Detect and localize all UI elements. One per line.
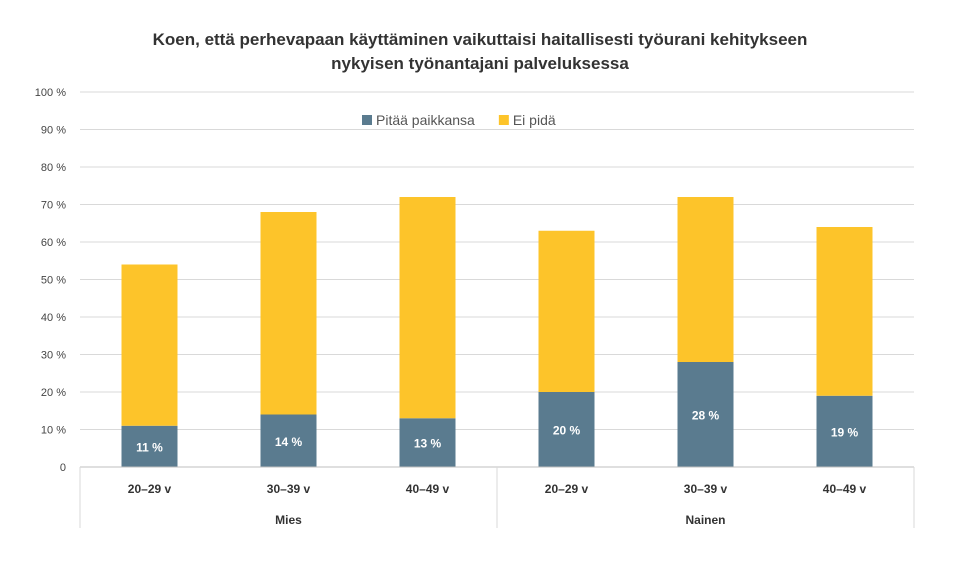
x-category-label: 30–39 v xyxy=(684,482,728,496)
y-tick-label: 90 % xyxy=(41,125,66,137)
bar-pitaa-paikkansa xyxy=(399,418,456,467)
y-tick-label: 80 % xyxy=(41,162,66,174)
data-label: 19 % xyxy=(831,425,859,439)
y-tick-label: 70 % xyxy=(41,200,66,212)
x-category-label: 20–29 v xyxy=(545,482,589,496)
y-tick-label: 100 % xyxy=(35,87,66,99)
bar-ei-pida xyxy=(121,264,178,426)
y-tick-label: 0 xyxy=(60,462,66,474)
y-tick-label: 50 % xyxy=(41,275,66,287)
x-group-label: Nainen xyxy=(685,513,725,527)
legend-swatch xyxy=(362,115,372,125)
bar-pitaa-paikkansa xyxy=(121,425,178,467)
y-tick-label: 30 % xyxy=(41,350,66,362)
bar-pitaa-paikkansa xyxy=(677,362,734,467)
data-label: 11 % xyxy=(136,440,163,454)
bar-pitaa-paikkansa xyxy=(538,392,595,467)
bar-pitaa-paikkansa xyxy=(260,414,317,467)
y-tick-label: 10 % xyxy=(41,425,66,437)
data-label: 13 % xyxy=(414,437,442,451)
legend-swatch xyxy=(498,115,509,125)
bar-ei-pida xyxy=(816,227,873,396)
x-category-label: 20–29 v xyxy=(128,482,172,496)
bar-ei-pida xyxy=(677,197,734,362)
bar-pitaa-paikkansa xyxy=(816,395,873,467)
data-label: 28 % xyxy=(692,409,720,423)
chart-title-line-2: nykyisen työnantajani palveluksessa xyxy=(331,54,629,73)
data-label: 20 % xyxy=(553,424,581,438)
x-category-label: 40–49 v xyxy=(406,482,450,496)
legend-label: Ei pidä xyxy=(513,112,556,128)
y-tick-label: 60 % xyxy=(41,237,66,249)
chart-title-line-1: Koen, että perhevapaan käyttäminen vaiku… xyxy=(152,30,808,49)
y-tick-label: 20 % xyxy=(41,387,66,399)
x-category-label: 30–39 v xyxy=(267,482,311,496)
y-tick-label: 40 % xyxy=(41,312,66,324)
legend-label: Pitää paikkansa xyxy=(376,112,475,128)
bar-ei-pida xyxy=(399,197,456,419)
bar-ei-pida xyxy=(260,212,317,415)
x-group-label: Mies xyxy=(275,513,302,527)
data-label: 14 % xyxy=(275,435,303,449)
bar-ei-pida xyxy=(538,230,595,392)
x-category-label: 40–49 v xyxy=(823,482,867,496)
